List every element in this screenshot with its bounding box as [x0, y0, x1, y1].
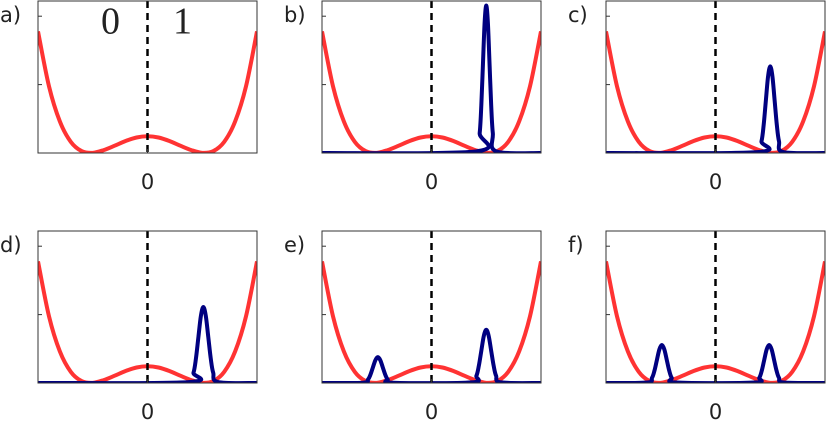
- curve: [606, 343, 825, 383]
- x-tick-label: 0: [709, 170, 722, 194]
- panel-label: c): [568, 3, 588, 27]
- region-label: 0: [101, 1, 120, 43]
- x-tick-label: 0: [141, 170, 154, 194]
- panel-label: d): [0, 233, 22, 257]
- panel-label: f): [568, 233, 584, 257]
- region-label: 1: [173, 1, 192, 43]
- x-tick-label: 0: [141, 400, 154, 424]
- x-tick-label: 0: [425, 170, 438, 194]
- curve: [322, 3, 541, 153]
- curve: [606, 64, 825, 153]
- panel-label: a): [0, 3, 21, 27]
- curve: [322, 327, 541, 383]
- curve: [38, 305, 257, 383]
- x-tick-label: 0: [709, 400, 722, 424]
- panel-label: b): [284, 3, 306, 27]
- x-tick-label: 0: [425, 400, 438, 424]
- panel-label: e): [284, 233, 305, 257]
